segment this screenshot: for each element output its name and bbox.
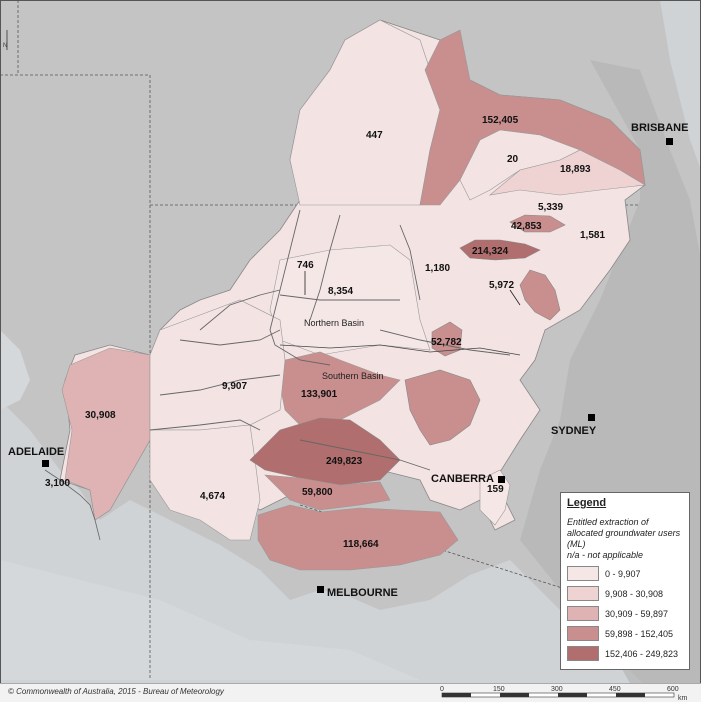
- north-arrow-icon: N: [3, 30, 8, 50]
- label-18893: 18,893: [560, 164, 591, 175]
- legend-swatch: [567, 606, 599, 621]
- city-marker-adelaide: [42, 460, 49, 467]
- label-118664: 118,664: [343, 539, 379, 550]
- label-447: 447: [366, 130, 383, 141]
- coastline: [44, 469, 101, 541]
- label-1180: 1,180: [425, 263, 450, 274]
- label-8354: 8,354: [328, 286, 353, 297]
- legend-swatch: [567, 586, 599, 601]
- basin-label-southern: Southern Basin: [322, 371, 384, 381]
- label-5339: 5,339: [538, 202, 563, 213]
- label-152405: 152,405: [482, 115, 519, 126]
- label-159: 159: [487, 484, 504, 495]
- region-southern-tributary: [404, 369, 481, 446]
- label-249823: 249,823: [326, 456, 363, 467]
- legend-swatch: [567, 626, 599, 641]
- legend-classes: 0 - 9,907 9,908 - 30,908 30,909 - 59,897…: [567, 566, 683, 661]
- city-brisbane: BRISBANE: [631, 122, 688, 134]
- legend-note: n/a - not applicable: [567, 550, 644, 560]
- region-159: [479, 469, 511, 526]
- legend-class-label: 0 - 9,907: [605, 568, 641, 579]
- city-marker-sydney: [588, 414, 595, 421]
- legend-swatch: [567, 566, 599, 581]
- label-59800: 59,800: [302, 487, 333, 498]
- basin-label-northern: Northern Basin: [304, 318, 364, 328]
- city-canberra: CANBERRA: [431, 473, 494, 485]
- scale-bar: 0 150 300 450 600 km: [440, 686, 688, 702]
- map-footer: © Commonwealth of Australia, 2015 - Bure…: [0, 683, 701, 702]
- legend-class-label: 30,909 - 59,897: [605, 608, 669, 619]
- scale-tick-150: 150: [493, 686, 505, 693]
- legend-class-row: 152,406 - 249,823: [567, 646, 683, 661]
- region-18893: [488, 149, 646, 196]
- scale-tick-300: 300: [551, 686, 563, 693]
- rivers: [149, 209, 511, 471]
- scale-unit: km: [678, 695, 688, 702]
- label-9907: 9,907: [222, 381, 247, 392]
- label-20: 20: [507, 154, 519, 165]
- label-214324: 214,324: [472, 246, 509, 257]
- basin-divider: [279, 344, 521, 356]
- city-melbourne: MELBOURNE: [327, 587, 398, 599]
- region-214324: [459, 239, 541, 261]
- city-sydney: SYDNEY: [551, 425, 597, 437]
- scale-tick-0: 0: [440, 686, 444, 693]
- legend-class-label: 9,908 - 30,908: [605, 588, 664, 599]
- legend-swatch: [567, 646, 599, 661]
- city-adelaide: ADELAIDE: [8, 446, 64, 458]
- region-42853: [509, 214, 566, 233]
- label-5972: 5,972: [489, 280, 514, 291]
- scale-tick-450: 450: [609, 686, 621, 693]
- gulf-water: [0, 330, 30, 410]
- label-3100: 3,100: [45, 478, 70, 489]
- legend-panel: Legend Entitled extraction of allocated …: [560, 492, 690, 670]
- region-5972: [519, 269, 561, 321]
- legend-class-row: 30,909 - 59,897: [567, 606, 683, 621]
- region-59800: [264, 474, 391, 511]
- region-133901: [279, 351, 401, 426]
- label-4674: 4,674: [200, 491, 225, 502]
- copyright-text: © Commonwealth of Australia, 2015 - Bure…: [8, 687, 224, 696]
- legend-class-row: 9,908 - 30,908: [567, 586, 683, 601]
- legend-class-row: 0 - 9,907: [567, 566, 683, 581]
- legend-class-label: 152,406 - 249,823: [605, 648, 679, 659]
- tasmania-strait: [0, 560, 420, 680]
- label-1581: 1,581: [580, 230, 605, 241]
- legend-class-row: 59,898 - 152,405: [567, 626, 683, 641]
- legend-title: Legend: [567, 497, 607, 509]
- leader-lines: [304, 271, 521, 306]
- label-133901: 133,901: [301, 389, 338, 400]
- region-118664: [257, 504, 459, 571]
- label-746: 746: [297, 260, 314, 271]
- label-42853: 42,853: [511, 221, 542, 232]
- scale-tick-600: 600: [667, 686, 679, 693]
- legend-description: Entitled extraction of allocated groundw…: [567, 517, 681, 549]
- city-marker-melbourne: [317, 586, 324, 593]
- city-marker-brisbane: [666, 138, 673, 145]
- region-4674: [149, 424, 261, 541]
- svg-text:N: N: [3, 43, 7, 49]
- city-marker-canberra: [498, 476, 505, 483]
- legend-class-label: 59,898 - 152,405: [605, 628, 674, 639]
- label-52782: 52,782: [431, 337, 462, 348]
- label-30908: 30,908: [85, 410, 116, 421]
